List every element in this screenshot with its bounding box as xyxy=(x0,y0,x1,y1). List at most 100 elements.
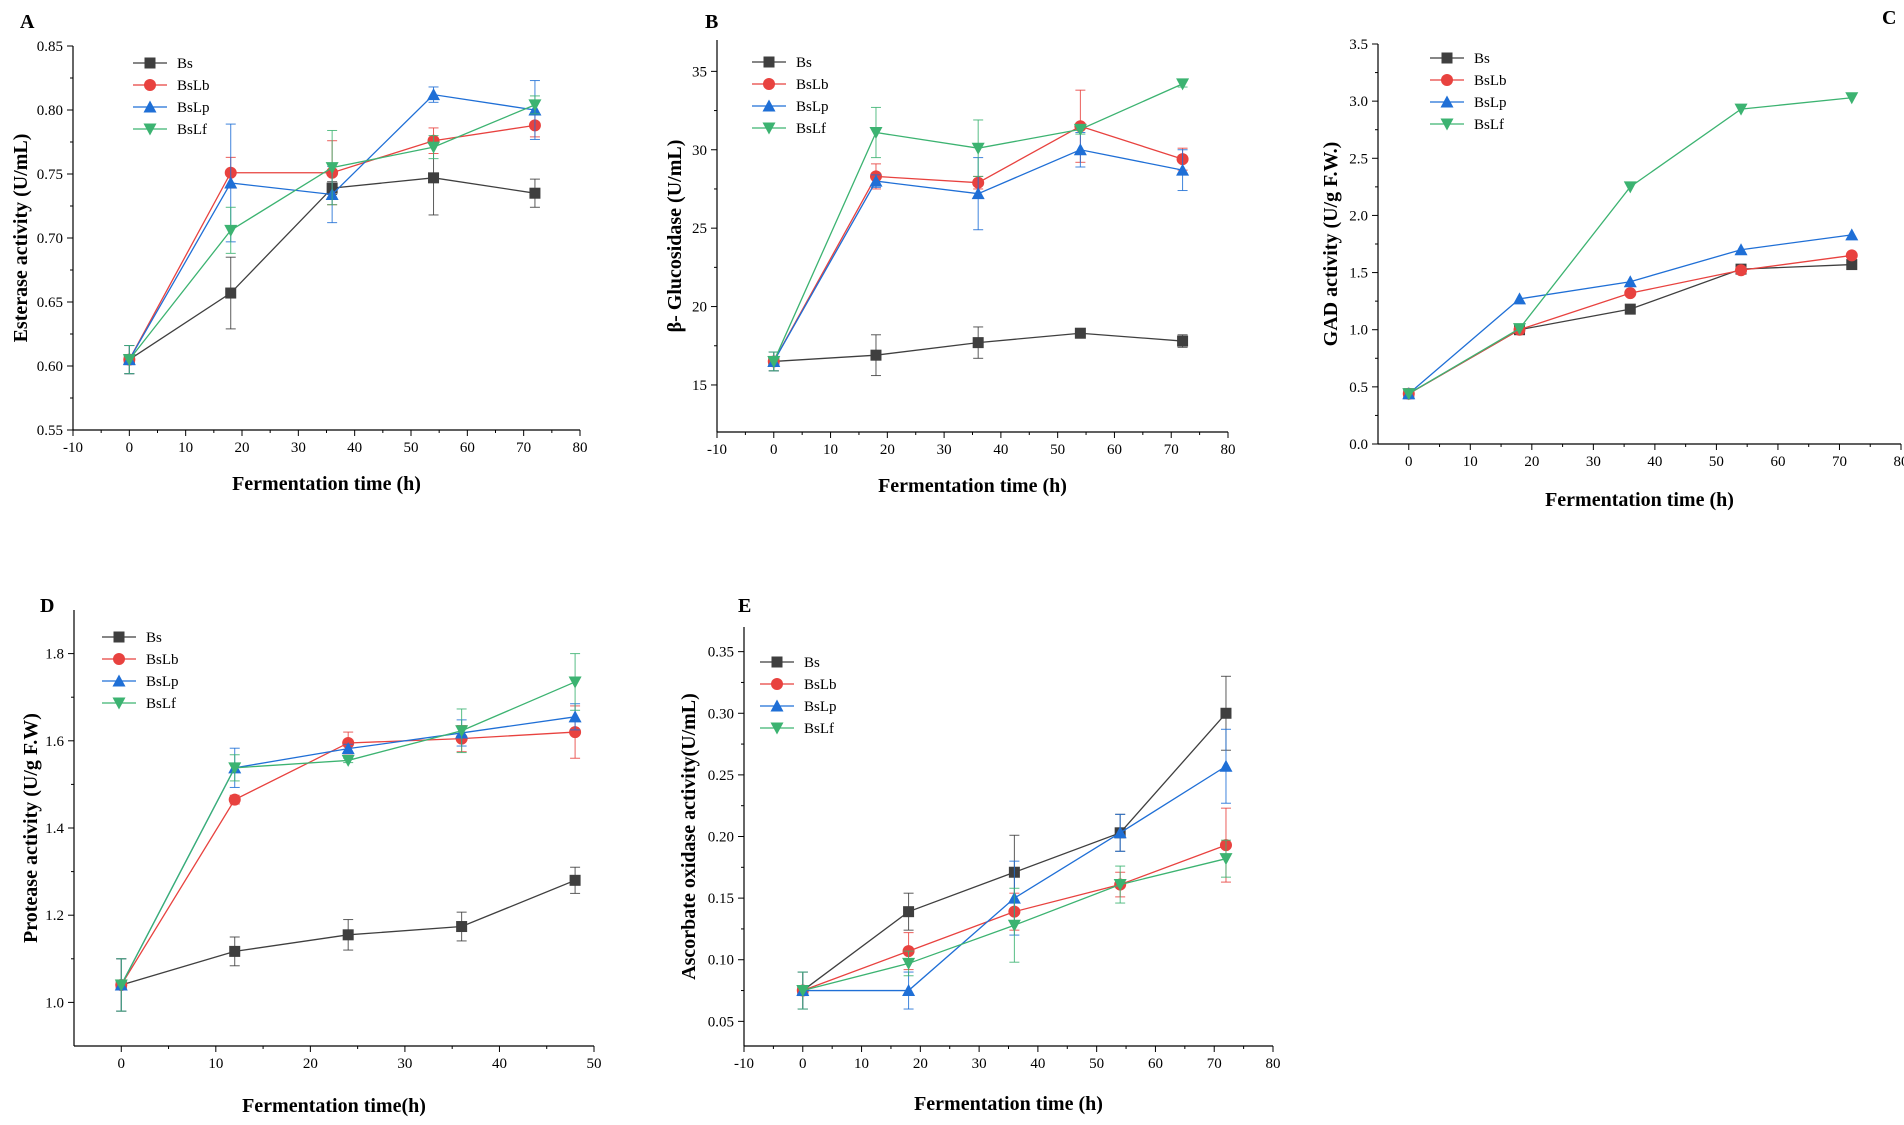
data-point xyxy=(569,874,581,886)
legend: Bs BsLb BsLp BsLf xyxy=(102,630,179,712)
y-tick-label: 0.15 xyxy=(708,891,734,907)
y-tick-label: 1.2 xyxy=(45,908,64,924)
y-tick-label: 0.70 xyxy=(37,231,63,247)
legend-marker xyxy=(762,99,776,112)
legend-label: BsLf xyxy=(177,122,207,138)
legend: Bs BsLb BsLp BsLf xyxy=(133,56,210,138)
x-tick-label: 0 xyxy=(1405,454,1413,470)
legend-marker xyxy=(1440,118,1454,131)
x-tick-label: 50 xyxy=(1050,442,1065,458)
data-point xyxy=(1219,759,1233,772)
x-tick-label: 80 xyxy=(573,440,588,456)
legend-label: BsLb xyxy=(804,677,837,693)
data-point xyxy=(1113,826,1127,839)
data-point xyxy=(1113,879,1127,892)
y-tick-label: 30 xyxy=(692,143,707,159)
x-tick-label: 20 xyxy=(1524,454,1539,470)
data-point xyxy=(456,921,468,933)
x-tick-label: 50 xyxy=(404,440,419,456)
series-bslf xyxy=(114,653,582,1012)
y-tick-label: 0.5 xyxy=(1349,380,1368,396)
legend-marker xyxy=(143,123,157,136)
x-tick-label: 70 xyxy=(1207,1056,1222,1072)
x-tick-label: 40 xyxy=(1030,1056,1045,1072)
x-tick-label: 70 xyxy=(516,440,531,456)
legend-label: Bs xyxy=(1474,51,1490,67)
panel-letter: B xyxy=(705,11,718,33)
x-axis-title: Fermentation time (h) xyxy=(914,1093,1103,1115)
x-axis-title: Fermentation time (h) xyxy=(1545,489,1734,511)
legend-label: BsLp xyxy=(146,674,179,690)
data-point xyxy=(228,793,241,806)
legend-label: BsLf xyxy=(796,121,826,137)
legend-marker xyxy=(763,78,775,90)
x-tick-label: 70 xyxy=(1164,442,1179,458)
legend-marker xyxy=(144,57,156,69)
x-tick-label: 80 xyxy=(1894,454,1904,470)
data-point xyxy=(902,984,916,997)
legend-label: BsLp xyxy=(796,99,829,115)
data-point xyxy=(869,174,883,187)
data-point xyxy=(428,172,440,184)
y-axis-title: GAD activity (U/g F.W.) xyxy=(1320,142,1342,347)
x-tick-label: 40 xyxy=(993,442,1008,458)
series-bslf xyxy=(122,95,542,375)
x-tick-label: 20 xyxy=(880,442,895,458)
y-tick-label: 3.5 xyxy=(1349,37,1368,53)
data-point xyxy=(1734,103,1748,116)
series-bs xyxy=(768,326,1189,377)
legend: Bs BsLb BsLp BsLf xyxy=(752,55,829,137)
y-tick-label: 15 xyxy=(692,378,707,394)
legend-marker xyxy=(771,678,783,690)
data-point xyxy=(224,224,238,237)
x-tick-label: -10 xyxy=(734,1056,754,1072)
x-tick-label: 10 xyxy=(854,1056,869,1072)
series-bslf xyxy=(796,839,1233,1010)
y-tick-label: 2.5 xyxy=(1349,151,1368,167)
data-point xyxy=(529,187,541,199)
x-axis-title: Fermentation time(h) xyxy=(242,1095,426,1117)
data-point xyxy=(796,985,810,998)
legend-label: BsLb xyxy=(796,77,829,93)
y-tick-label: 0.85 xyxy=(37,39,63,55)
series-bs xyxy=(115,866,581,1012)
legend-marker xyxy=(771,656,783,668)
data-point xyxy=(528,99,542,112)
x-tick-label: 70 xyxy=(1832,454,1847,470)
x-axis-title: Fermentation time (h) xyxy=(232,473,421,495)
legend-marker xyxy=(113,631,125,643)
y-tick-label: 20 xyxy=(692,300,707,316)
legend-marker xyxy=(770,699,784,712)
data-point xyxy=(325,162,339,175)
legend: Bs BsLb BsLp BsLf xyxy=(760,655,837,737)
legend-marker xyxy=(1440,95,1454,108)
y-axis-title: Esterase activity (U/mL) xyxy=(10,134,32,343)
data-point xyxy=(455,725,469,738)
data-point xyxy=(1845,249,1858,262)
y-tick-label: 0.75 xyxy=(37,167,63,183)
legend-label: BsLb xyxy=(1474,73,1507,89)
data-point xyxy=(568,676,582,689)
x-tick-label: 0 xyxy=(126,440,134,456)
data-point xyxy=(229,945,241,957)
legend-marker xyxy=(112,697,126,710)
chart-panel-b: B -10 0 10 20 30 40 50 60 70 80 15 20 25 30 35 Fermentat… xyxy=(664,11,1236,497)
legend: Bs BsLb BsLp BsLf xyxy=(1430,51,1507,133)
x-tick-label: 60 xyxy=(1148,1056,1163,1072)
y-tick-label: 1.4 xyxy=(45,821,64,837)
y-axis-title: Protease activity (U/g F.W) xyxy=(20,713,42,943)
data-point xyxy=(1402,388,1416,401)
y-tick-label: 0.20 xyxy=(708,830,734,846)
x-tick-label: 80 xyxy=(1266,1056,1281,1072)
x-tick-label: 10 xyxy=(1463,454,1478,470)
data-point xyxy=(902,957,916,970)
x-tick-label: 30 xyxy=(937,442,952,458)
data-point xyxy=(1074,327,1086,339)
data-point xyxy=(342,929,354,941)
data-point xyxy=(1220,707,1232,719)
data-point xyxy=(224,176,238,189)
data-point xyxy=(903,906,915,918)
x-tick-label: 50 xyxy=(1709,454,1724,470)
x-tick-label: 20 xyxy=(303,1056,318,1072)
